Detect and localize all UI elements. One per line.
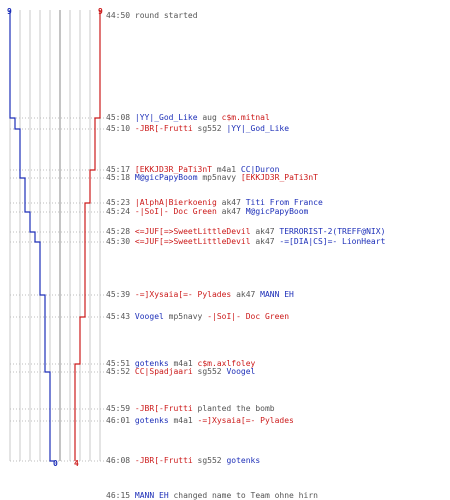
event-row: 45:43 Voogel mp5navy -|SoI|- Doc Green: [106, 312, 289, 321]
red-score-top: 9: [98, 7, 103, 16]
event-row: 45:08 |YY|_God_Like aug c$m.mitnal: [106, 113, 270, 122]
event-row: 44:50 round started: [106, 11, 198, 20]
blue-player-name: gotenks: [134, 416, 169, 425]
event-row: 45:30 <=JUF[=>SweetLittleDevil ak47 -=[D…: [106, 237, 385, 246]
event-action: ak47: [250, 237, 280, 246]
red-player-name: -=]Xysaia[=- Pylades: [134, 290, 232, 299]
red-player-name: CC|Spadjaari: [134, 367, 193, 376]
red-score-bottom: 4: [74, 459, 79, 468]
event-action: mp5navy: [163, 312, 208, 321]
blue-player-name: MANN EH: [134, 491, 169, 500]
event-row: 45:23 |AlphA|Bierkoenig ak47 Titi From F…: [106, 198, 323, 207]
event-row: 45:59 -JBR[-Frutti planted the bomb: [106, 404, 275, 413]
event-action: round started: [134, 11, 198, 20]
event-action: ak47: [250, 227, 280, 236]
event-action: m4a1: [211, 165, 241, 174]
blue-player-name: |YY|_God_Like: [134, 113, 198, 122]
red-player-name: -JBR[-Frutti: [134, 124, 193, 133]
blue-player-name: Titi From France: [245, 198, 323, 207]
event-time: 45:28: [106, 227, 131, 236]
red-player-name: -JBR[-Frutti: [134, 404, 193, 413]
event-row: 46:01 gotenks m4a1 -=]Xysaia[=- Pylades: [106, 416, 294, 425]
event-time: 46:01: [106, 416, 131, 425]
event-time: 46:08: [106, 456, 131, 465]
red-player-name: -|SoI|- Doc Green: [134, 207, 217, 216]
blue-player-name: -=[DIA|CS]=- LionHeart: [279, 237, 386, 246]
red-player-name: c$m.axlfoley: [197, 359, 256, 368]
alive-count-graph: [9, 10, 104, 462]
event-time: 45:39: [106, 290, 131, 299]
blue-player-name: gotenks: [226, 456, 261, 465]
event-row: 45:52 CC|Spadjaari sg552 Voogel: [106, 367, 255, 376]
event-row: 45:24 -|SoI|- Doc Green ak47 M@gicPapyBo…: [106, 207, 308, 216]
blue-team-line: [9, 10, 55, 462]
event-row: 45:10 -JBR[-Frutti sg552 |YY|_God_Like: [106, 124, 289, 133]
event-time: 45:30: [106, 237, 131, 246]
event-action: sg552: [192, 124, 227, 133]
event-action: aug: [197, 113, 222, 122]
event-row: 45:51 gotenks m4a1 c$m.axlfoley: [106, 359, 255, 368]
event-time: 45:24: [106, 207, 131, 216]
event-time: 45:18: [106, 173, 131, 182]
event-time: 45:08: [106, 113, 131, 122]
red-player-name: |AlphA|Bierkoenig: [134, 198, 217, 207]
red-player-name: -|SoI|- Doc Green: [207, 312, 290, 321]
event-action: ak47: [216, 207, 246, 216]
red-player-name: <=JUF[=>SweetLittleDevil: [134, 237, 251, 246]
red-player-name: <=JUF[=>SweetLittleDevil: [134, 227, 251, 236]
event-time: 45:17: [106, 165, 131, 174]
blue-score-bottom: 0: [53, 459, 58, 468]
event-action: mp5navy: [197, 173, 241, 182]
red-player-name: [EKKJD3R_PaTi3nT: [240, 173, 318, 182]
event-time: 46:15: [106, 491, 131, 500]
blue-player-name: M@gicPapyBoom: [134, 173, 198, 182]
blue-player-name: Voogel: [226, 367, 256, 376]
event-row: 45:17 [EKKJD3R_PaTi3nT m4a1 CC|Duron: [106, 165, 279, 174]
red-team-line: [74, 10, 101, 461]
event-row: 45:18 M@gicPapyBoom mp5navy [EKKJD3R_PaT…: [106, 173, 318, 182]
red-player-name: -=]Xysaia[=- Pylades: [197, 416, 294, 425]
event-row: 46:15 MANN EH changed name to Team ohne …: [106, 491, 318, 500]
event-action: m4a1: [168, 359, 198, 368]
event-time: 45:59: [106, 404, 131, 413]
blue-player-name: M@gicPapyBoom: [245, 207, 309, 216]
event-action: sg552: [192, 456, 227, 465]
event-row: 45:39 -=]Xysaia[=- Pylades ak47 MANN EH: [106, 290, 294, 299]
event-row: 45:28 <=JUF[=>SweetLittleDevil ak47 TERR…: [106, 227, 385, 236]
event-time: 45:23: [106, 198, 131, 207]
event-time: 44:50: [106, 11, 131, 20]
event-action: sg552: [192, 367, 227, 376]
event-action: planted the bomb: [192, 404, 275, 413]
blue-player-name: CC|Duron: [240, 165, 280, 174]
blue-player-name: gotenks: [134, 359, 169, 368]
event-time: 45:43: [106, 312, 131, 321]
blue-player-name: Voogel: [134, 312, 164, 321]
event-time: 45:51: [106, 359, 131, 368]
event-time: 45:52: [106, 367, 131, 376]
event-action: changed name to Team ohne hirn: [168, 491, 318, 500]
event-action: ak47: [216, 198, 246, 207]
blue-score-top: 9: [7, 7, 12, 16]
red-player-name: -JBR[-Frutti: [134, 456, 193, 465]
blue-player-name: |YY|_God_Like: [226, 124, 290, 133]
blue-player-name: TERRORIST-2(TREFF@NIX): [279, 227, 386, 236]
event-row: 46:08 -JBR[-Frutti sg552 gotenks: [106, 456, 260, 465]
event-action: ak47: [231, 290, 261, 299]
red-player-name: c$m.mitnal: [221, 113, 270, 122]
blue-player-name: MANN EH: [260, 290, 294, 299]
event-time: 45:10: [106, 124, 131, 133]
red-player-name: [EKKJD3R_PaTi3nT: [134, 165, 212, 174]
event-action: m4a1: [168, 416, 198, 425]
